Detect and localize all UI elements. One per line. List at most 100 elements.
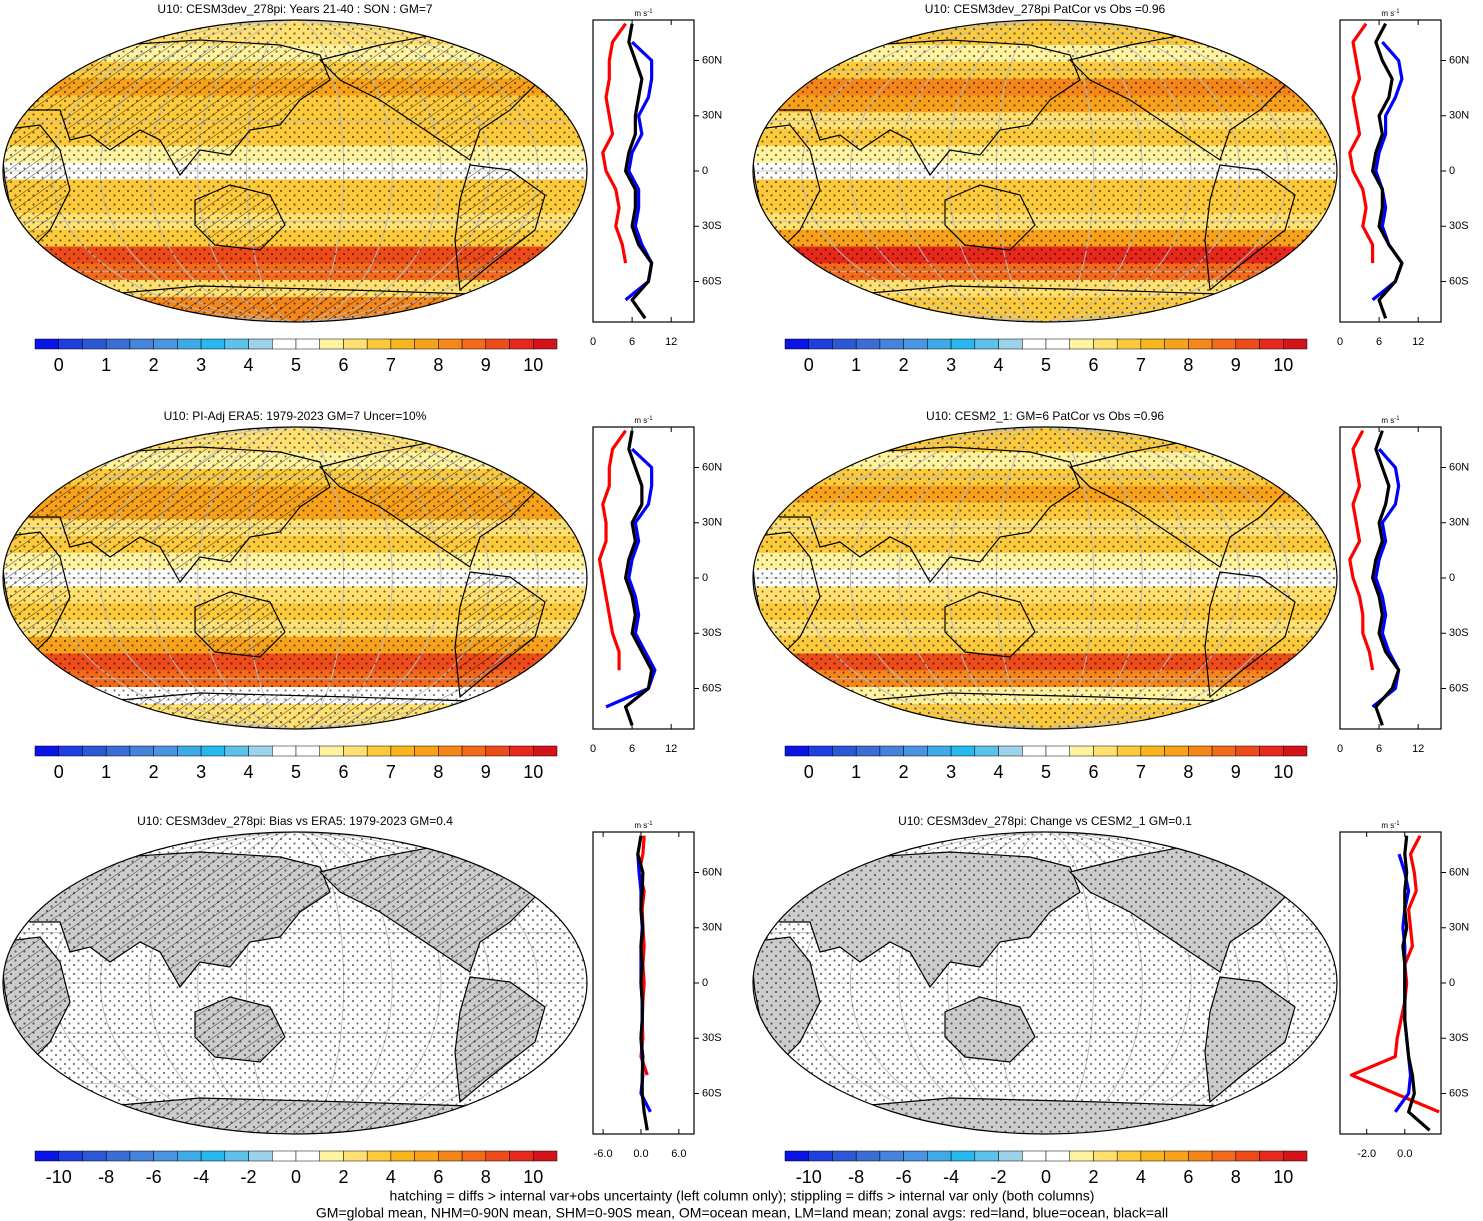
colorbar-box bbox=[808, 1150, 833, 1162]
colorbar-box bbox=[950, 745, 976, 757]
colorbar-box bbox=[1164, 338, 1189, 350]
y-tick-label: 60N bbox=[1449, 461, 1469, 473]
colorbar-box bbox=[438, 338, 463, 350]
x-tick-label: 12 bbox=[665, 336, 677, 348]
y-tick-label: 30S bbox=[1449, 627, 1469, 639]
colorbar-label: 9 bbox=[1231, 355, 1241, 375]
colorbar-box bbox=[58, 745, 83, 757]
y-tick-label: 30N bbox=[702, 110, 722, 122]
y-tick-label: 30N bbox=[1449, 922, 1469, 934]
y-tick-label: 0 bbox=[1449, 572, 1455, 584]
map-title: U10: CESM3dev_278pi: Bias vs ERA5: 1979-… bbox=[137, 814, 453, 828]
land bbox=[469, 20, 542, 51]
colorbar-label: 10 bbox=[1273, 762, 1293, 782]
y-tick-label: 60N bbox=[702, 461, 722, 473]
y-tick-label: 30S bbox=[1449, 1032, 1469, 1044]
land bbox=[1219, 427, 1292, 458]
colorbar-box bbox=[974, 1150, 999, 1162]
colorbar-box bbox=[248, 1150, 273, 1162]
y-tick-label: 30N bbox=[702, 517, 722, 529]
unit-exponent: -1 bbox=[647, 416, 653, 422]
x-tick-label: 0.0 bbox=[1397, 1148, 1412, 1160]
colorbar-box bbox=[485, 338, 510, 350]
colorbar-box bbox=[1188, 745, 1213, 757]
colorbar-box bbox=[1022, 745, 1047, 757]
x-tick-label: 0 bbox=[1337, 743, 1343, 755]
colorbar-label: 4 bbox=[994, 762, 1004, 782]
colorbar-box bbox=[533, 1150, 558, 1162]
colorbar-box bbox=[1069, 1150, 1094, 1162]
map bbox=[3, 832, 587, 1134]
colorbar-label: 7 bbox=[386, 355, 396, 375]
map-border bbox=[752, 831, 1338, 1135]
colorbar-box bbox=[248, 745, 273, 757]
stippling bbox=[3, 427, 587, 729]
colorbar-label: 2 bbox=[149, 355, 159, 375]
unit-label: m s-1 bbox=[1381, 416, 1400, 426]
colorbar-box bbox=[319, 338, 344, 350]
colorbar-box bbox=[1045, 745, 1070, 757]
y-tick-label: 30N bbox=[1449, 110, 1469, 122]
colorbar-label: 6 bbox=[338, 762, 348, 782]
map-title: U10: PI-Adj ERA5: 1979-2023 GM=7 Uncer=1… bbox=[164, 409, 427, 423]
colorbar-box bbox=[153, 745, 178, 757]
colorbar-box bbox=[438, 1150, 463, 1162]
y-tick-label: 60S bbox=[702, 1087, 722, 1099]
colorbar-label: -4 bbox=[943, 1167, 959, 1187]
colorbar-label: 10 bbox=[523, 1167, 543, 1187]
unit-exponent: -1 bbox=[1394, 9, 1400, 15]
colorbar-box bbox=[1045, 338, 1070, 350]
colorbar-label: 6 bbox=[1088, 355, 1098, 375]
colorbar-box bbox=[950, 338, 976, 350]
colorbar-label: 2 bbox=[1088, 1167, 1098, 1187]
colorbar-label: 5 bbox=[1041, 355, 1051, 375]
colorbar-box bbox=[509, 745, 534, 757]
colorbar-box bbox=[879, 338, 904, 350]
note: GM=global mean, NHM=0-90N mean, SHM=0-90… bbox=[316, 1205, 1168, 1221]
colorbar-box bbox=[82, 745, 107, 757]
colorbar-box bbox=[1069, 338, 1094, 350]
colorbar-label: 0 bbox=[804, 355, 814, 375]
y-tick-label: 0 bbox=[702, 977, 708, 989]
map bbox=[3, 20, 587, 322]
colorbar-box bbox=[153, 1150, 178, 1162]
colorbar-box bbox=[319, 1150, 344, 1162]
stippling bbox=[753, 832, 1337, 1134]
unit-label: m s-1 bbox=[634, 821, 653, 831]
colorbar-box bbox=[998, 338, 1023, 350]
zonal-line bbox=[605, 447, 657, 709]
y-tick-label: 60N bbox=[702, 866, 722, 878]
stippling bbox=[3, 20, 587, 322]
unit-text: m s bbox=[634, 416, 647, 425]
x-tick-label: 12 bbox=[1412, 743, 1424, 755]
colorbar-label: 8 bbox=[433, 762, 443, 782]
colorbar-box bbox=[1235, 338, 1260, 350]
colorbar-box bbox=[343, 338, 368, 350]
x-tick-label: 6 bbox=[629, 743, 635, 755]
colorbar-label: 5 bbox=[1041, 762, 1051, 782]
x-tick-label: 6 bbox=[1376, 743, 1382, 755]
colorbar-box bbox=[903, 338, 928, 350]
colorbar-label: 6 bbox=[1088, 762, 1098, 782]
colorbar-box bbox=[1211, 1150, 1237, 1162]
colorbar-box bbox=[438, 745, 463, 757]
colorbar-box bbox=[855, 338, 881, 350]
unit-label: m s-1 bbox=[1381, 9, 1400, 19]
colorbar-box bbox=[129, 745, 154, 757]
zonal-line bbox=[1370, 430, 1401, 726]
hatching bbox=[470, 832, 540, 862]
colorbar-box bbox=[177, 1150, 202, 1162]
colorbar-box bbox=[224, 338, 249, 350]
colorbar-label: 10 bbox=[1273, 355, 1293, 375]
colorbar-label: 4 bbox=[386, 1167, 396, 1187]
x-tick-label: 6 bbox=[629, 336, 635, 348]
colorbar-box bbox=[82, 1150, 107, 1162]
colorbar-label: 6 bbox=[1183, 1167, 1193, 1187]
y-tick-label: 30S bbox=[702, 627, 722, 639]
colorbar-box bbox=[34, 338, 59, 350]
colorbar-label: 7 bbox=[1136, 355, 1146, 375]
colorbar-box bbox=[105, 1150, 131, 1162]
colorbar-box bbox=[272, 745, 297, 757]
colorbar-box bbox=[832, 1150, 857, 1162]
colorbar-box bbox=[414, 1150, 439, 1162]
